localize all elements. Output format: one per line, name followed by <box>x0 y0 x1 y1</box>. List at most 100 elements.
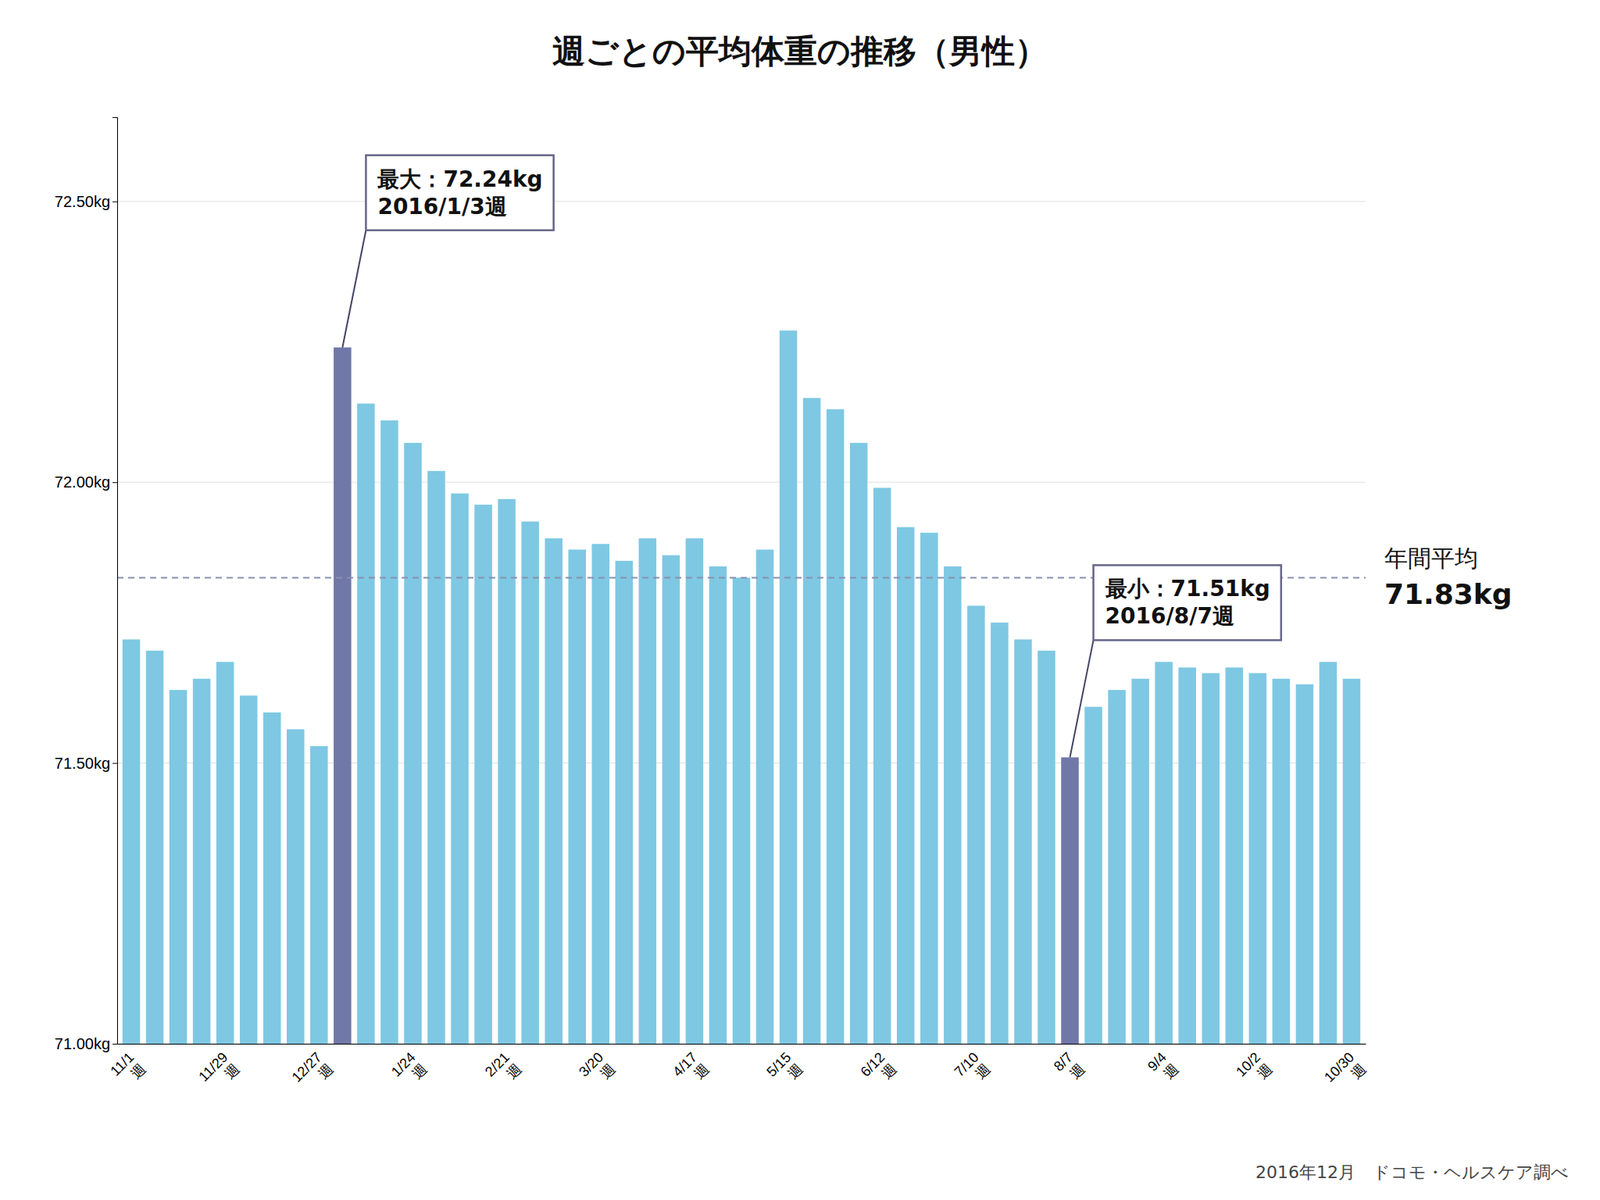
bar <box>169 689 188 1044</box>
average-label: 年間平均 71.83kg <box>1384 544 1513 611</box>
bar <box>592 543 611 1044</box>
y-tick-label: 72.00kg <box>54 473 111 491</box>
bar <box>1178 667 1197 1044</box>
chart: 71.00kg71.50kg72.00kg72.50kg11/1週11/29週1… <box>0 0 1600 1200</box>
x-tick-label: 4/17週 <box>669 1049 712 1092</box>
average-label-line: 年間平均 <box>1384 544 1479 572</box>
bar <box>310 746 329 1044</box>
bar <box>263 712 282 1044</box>
bar <box>450 493 469 1044</box>
annotation-leader <box>1070 639 1094 758</box>
bar <box>896 527 915 1044</box>
x-tick: 4/17週 <box>669 1049 712 1092</box>
bar <box>685 538 704 1044</box>
x-tick: 12/27週 <box>289 1049 337 1097</box>
bar <box>567 549 586 1044</box>
y-tick-mark <box>112 482 118 483</box>
plot-area: 71.00kg71.50kg72.00kg72.50kg11/1週11/29週1… <box>54 117 1513 1098</box>
x-tick: 6/12週 <box>857 1049 900 1092</box>
x-tick: 1/24週 <box>388 1049 431 1092</box>
x-tick: 7/10週 <box>951 1049 994 1092</box>
bar <box>779 330 798 1044</box>
y-tick: 71.50kg <box>54 754 118 772</box>
x-tick-label: 1/24週 <box>388 1049 431 1092</box>
y-axis: 71.00kg 71.50kg 72.00kg 72.50kg <box>54 117 118 1053</box>
x-tick: 9/4週 <box>1144 1049 1182 1086</box>
x-tick: 10/30週 <box>1321 1049 1369 1097</box>
average-label-value: 71.83kg <box>1384 578 1513 611</box>
x-tick-label: 6/12週 <box>857 1049 900 1092</box>
bar <box>943 566 962 1044</box>
bar <box>1272 678 1291 1044</box>
bar <box>639 538 658 1044</box>
bar <box>1084 707 1103 1044</box>
annotations: 最大：72.24kg2016/1/3週最小：71.51kg2016/8/7週 <box>342 155 1281 758</box>
bar <box>756 549 775 1044</box>
bar <box>1225 667 1244 1044</box>
annotation: 最大：72.24kg2016/1/3週 <box>365 155 554 231</box>
bar <box>803 397 822 1044</box>
y-tick-label: 71.00kg <box>54 1035 111 1053</box>
bar <box>709 566 728 1044</box>
bar <box>544 538 563 1044</box>
bar <box>146 650 165 1044</box>
x-tick-label: 8/7週 <box>1050 1049 1088 1086</box>
x-tick-label: 9/4週 <box>1144 1049 1182 1086</box>
bar <box>1296 684 1315 1044</box>
bar <box>192 678 211 1044</box>
bar <box>1319 661 1338 1044</box>
bar <box>1060 757 1079 1044</box>
annotation-box <box>1093 564 1282 640</box>
x-tick: 10/2週 <box>1232 1049 1275 1092</box>
annotation-leader <box>342 230 366 348</box>
bar <box>967 605 986 1044</box>
bar <box>1131 678 1150 1044</box>
x-tick-label: 11/29週 <box>195 1049 243 1097</box>
bar <box>521 521 540 1044</box>
footer: 2016年12月 ドコモ・ヘルスケア調べ <box>1255 1162 1569 1183</box>
bar <box>615 560 634 1044</box>
x-axis: 11/1週11/29週12/27週1/24週2/21週3/20週4/17週5/1… <box>107 1044 1369 1098</box>
bar <box>732 577 751 1044</box>
bar <box>403 442 422 1044</box>
annotation-box <box>365 155 554 231</box>
x-tick: 8/7週 <box>1050 1049 1088 1086</box>
x-tick: 11/29週 <box>195 1049 243 1097</box>
bar <box>920 532 939 1044</box>
x-tick-label: 3/20週 <box>575 1049 618 1092</box>
bar <box>474 504 493 1044</box>
bar <box>873 487 892 1044</box>
y-tick-label: 71.50kg <box>54 754 111 772</box>
x-axis-line <box>117 1043 1367 1045</box>
x-tick: 3/20週 <box>575 1049 618 1092</box>
bar <box>216 661 235 1044</box>
bar <box>333 347 352 1044</box>
bar <box>990 622 1009 1044</box>
grid-line <box>117 200 1366 202</box>
bar <box>239 695 258 1044</box>
x-tick-label: 5/15週 <box>763 1049 806 1092</box>
bar <box>1154 661 1173 1044</box>
bar <box>380 420 399 1044</box>
x-tick-label: 2/21週 <box>482 1049 525 1092</box>
y-tick: 72.00kg <box>54 473 118 491</box>
grid <box>117 201 1366 1044</box>
y-tick-label: 72.50kg <box>54 192 111 211</box>
bar <box>1037 650 1056 1044</box>
marks <box>117 330 1366 1044</box>
y-tick: 71.00kg <box>54 1035 118 1053</box>
x-tick: 2/21週 <box>482 1049 525 1092</box>
x-tick-label: 10/30週 <box>1321 1049 1369 1097</box>
grid-line <box>117 482 1366 483</box>
x-tick-label: 12/27週 <box>289 1049 337 1097</box>
annotation-text: 最小：71.51kg2016/8/7週 <box>1104 575 1271 629</box>
bar <box>1107 689 1126 1044</box>
x-tick-label: 7/10週 <box>951 1049 994 1092</box>
y-tick-mark <box>112 1043 118 1045</box>
bar <box>357 403 375 1044</box>
bar <box>286 728 305 1044</box>
y-tick-mark <box>112 763 118 765</box>
x-tick: 5/15週 <box>763 1049 806 1092</box>
title: 週ごとの平均体重の推移（男性） <box>552 32 1048 71</box>
y-tick: 72.50kg <box>54 192 118 211</box>
